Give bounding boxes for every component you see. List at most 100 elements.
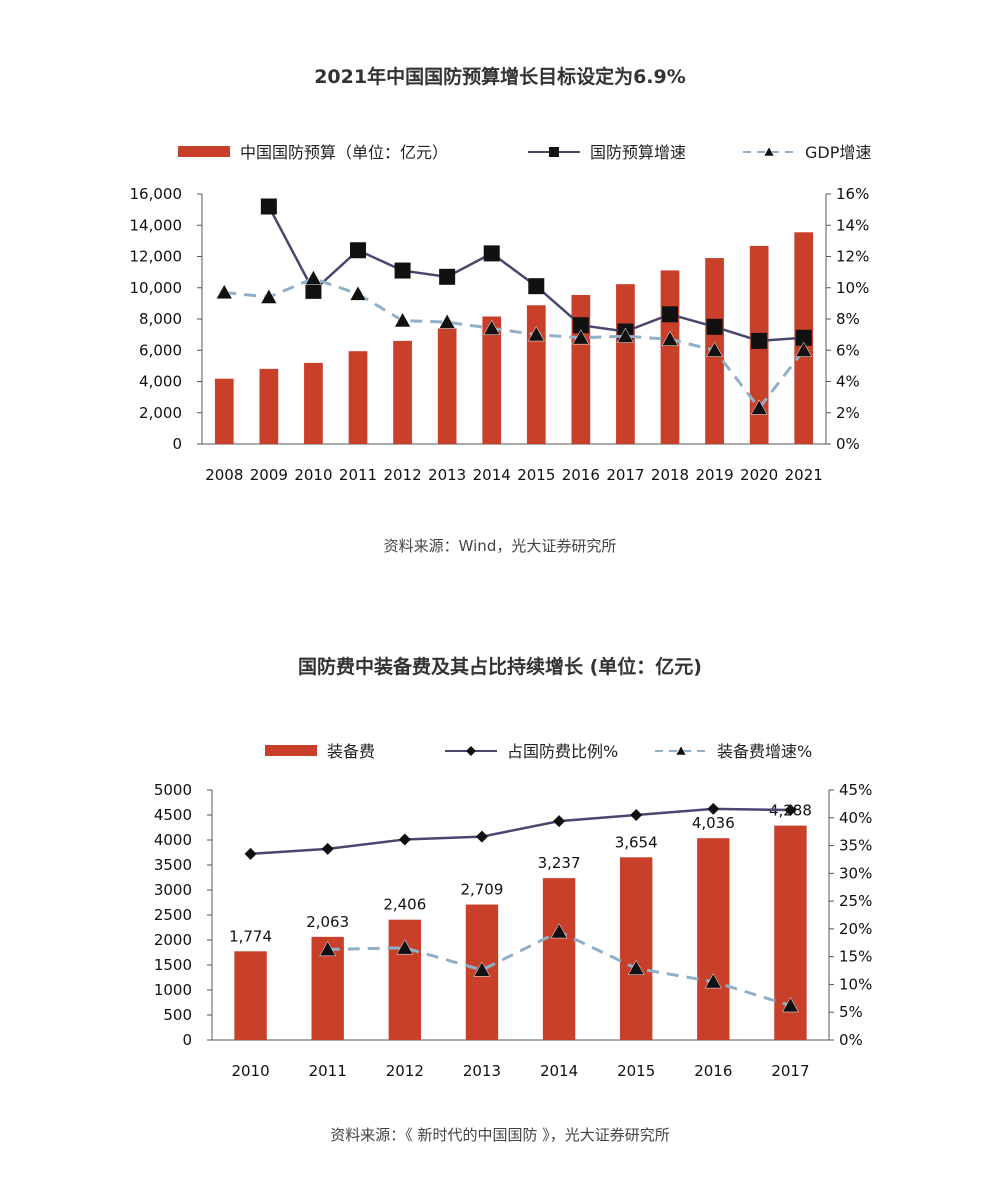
y-tick-label: 500 — [163, 1006, 192, 1024]
data-point — [483, 319, 501, 336]
bar — [482, 316, 502, 444]
x-tick-label: 2016 — [694, 1062, 732, 1080]
data-point — [350, 242, 366, 259]
bar-data-label: 4,036 — [692, 814, 735, 832]
y2-tick-label: 10% — [836, 279, 869, 297]
y2-tick-label: 0% — [839, 1031, 863, 1049]
x-tick-label: 2012 — [386, 1062, 424, 1080]
y-tick-label: 4500 — [154, 806, 192, 824]
x-tick-label: 2010 — [231, 1062, 269, 1080]
y2-tick-label: 10% — [839, 975, 872, 993]
x-tick-label: 2009 — [250, 466, 288, 484]
bar — [437, 328, 457, 444]
data-point — [630, 809, 643, 821]
y-tick-label: 2,000 — [139, 404, 182, 422]
x-tick-label: 2017 — [771, 1062, 809, 1080]
bar — [234, 951, 267, 1040]
data-point — [260, 288, 278, 304]
data-point — [795, 341, 813, 357]
legend-line-marker — [466, 746, 476, 756]
y2-tick-label: 45% — [839, 781, 872, 799]
data-point — [795, 329, 812, 346]
bar — [259, 368, 279, 444]
legend-label: 中国国防预算（单位：亿元） — [240, 143, 448, 162]
chart-1-title: 2021年中国国防预算增长目标设定为6.9% — [314, 66, 686, 88]
series-line — [250, 807, 791, 856]
y-tick-label: 8,000 — [139, 310, 182, 328]
legend-bar-swatch — [178, 146, 230, 157]
data-point — [528, 278, 545, 295]
data-point — [319, 940, 337, 957]
bar — [616, 284, 635, 444]
data-point — [398, 833, 411, 846]
bar — [388, 919, 422, 1040]
data-point — [661, 330, 679, 346]
data-point — [751, 332, 768, 349]
data-point — [527, 326, 545, 342]
bar-data-label: 2,709 — [460, 881, 503, 899]
x-tick-label: 2020 — [740, 466, 778, 484]
bar — [619, 857, 653, 1040]
x-tick-label: 2014 — [473, 466, 511, 484]
y2-tick-label: 0% — [836, 435, 860, 453]
x-tick-label: 2013 — [428, 466, 466, 484]
y-tick-label: 3500 — [154, 856, 192, 874]
legend-label: GDP增速 — [805, 143, 871, 162]
y2-tick-label: 14% — [836, 216, 869, 234]
y-tick-label: 4000 — [154, 831, 192, 849]
x-tick-label: 2011 — [339, 466, 377, 484]
x-tick-label: 2013 — [463, 1062, 501, 1080]
data-point — [473, 961, 491, 977]
data-point — [215, 283, 233, 300]
bar — [393, 340, 412, 444]
bar — [542, 878, 576, 1040]
chart-1-source: 资料来源：Wind，光大证券研究所 — [383, 537, 617, 555]
data-point — [784, 804, 797, 816]
x-tick-label: 2015 — [517, 466, 555, 484]
y2-tick-label: 2% — [836, 404, 860, 422]
data-point — [706, 318, 723, 335]
y2-tick-label: 6% — [836, 341, 860, 359]
y2-tick-label: 35% — [839, 837, 872, 855]
data-point — [305, 269, 322, 286]
y-tick-label: 1000 — [154, 981, 192, 999]
bar-data-label: 3,237 — [538, 854, 581, 872]
x-tick-label: 2012 — [383, 466, 421, 484]
data-point — [572, 317, 589, 334]
bar — [214, 378, 234, 444]
bar-data-label: 2,406 — [383, 896, 426, 914]
chart-2-title: 国防费中装备费及其占比持续增长 (单位：亿元) — [298, 656, 702, 678]
series-dashed-line — [224, 276, 805, 411]
bar — [348, 351, 368, 444]
data-point — [704, 973, 722, 989]
y2-tick-label: 20% — [839, 920, 872, 938]
data-point — [305, 282, 322, 299]
data-point — [394, 312, 411, 328]
data-point — [662, 306, 678, 323]
data-point — [438, 313, 456, 329]
y-tick-label: 12,000 — [130, 248, 183, 266]
legend-dashed-marker — [763, 146, 775, 157]
y-tick-label: 0 — [172, 435, 182, 453]
bar — [660, 270, 680, 444]
y-tick-label: 10,000 — [130, 279, 183, 297]
chart-2: 装备费 占国防费比例% 装备费增速% 0 500 1000 1500 2000 2500 3000… — [154, 742, 873, 1080]
y2-tick-label: 5% — [839, 1003, 863, 1021]
x-tick-label: 2017 — [606, 466, 644, 484]
x-tick-label: 2016 — [562, 466, 600, 484]
legend-bar-swatch — [265, 745, 317, 756]
legend-label: 国防预算增速 — [590, 143, 686, 162]
x-tick-label: 2011 — [309, 1062, 347, 1080]
x-tick-label: 2010 — [294, 466, 332, 484]
data-point — [396, 939, 414, 955]
y2-tick-label: 40% — [839, 809, 872, 827]
x-tick-label: 2018 — [651, 466, 689, 484]
bar — [304, 362, 323, 444]
bar-data-label: 1,774 — [229, 927, 272, 945]
legend-label: 装备费增速% — [717, 742, 812, 761]
bar — [697, 838, 730, 1040]
data-point — [553, 815, 566, 828]
y-tick-label: 5000 — [154, 781, 192, 799]
x-tick-label: 2015 — [617, 1062, 655, 1080]
data-point — [617, 327, 634, 343]
